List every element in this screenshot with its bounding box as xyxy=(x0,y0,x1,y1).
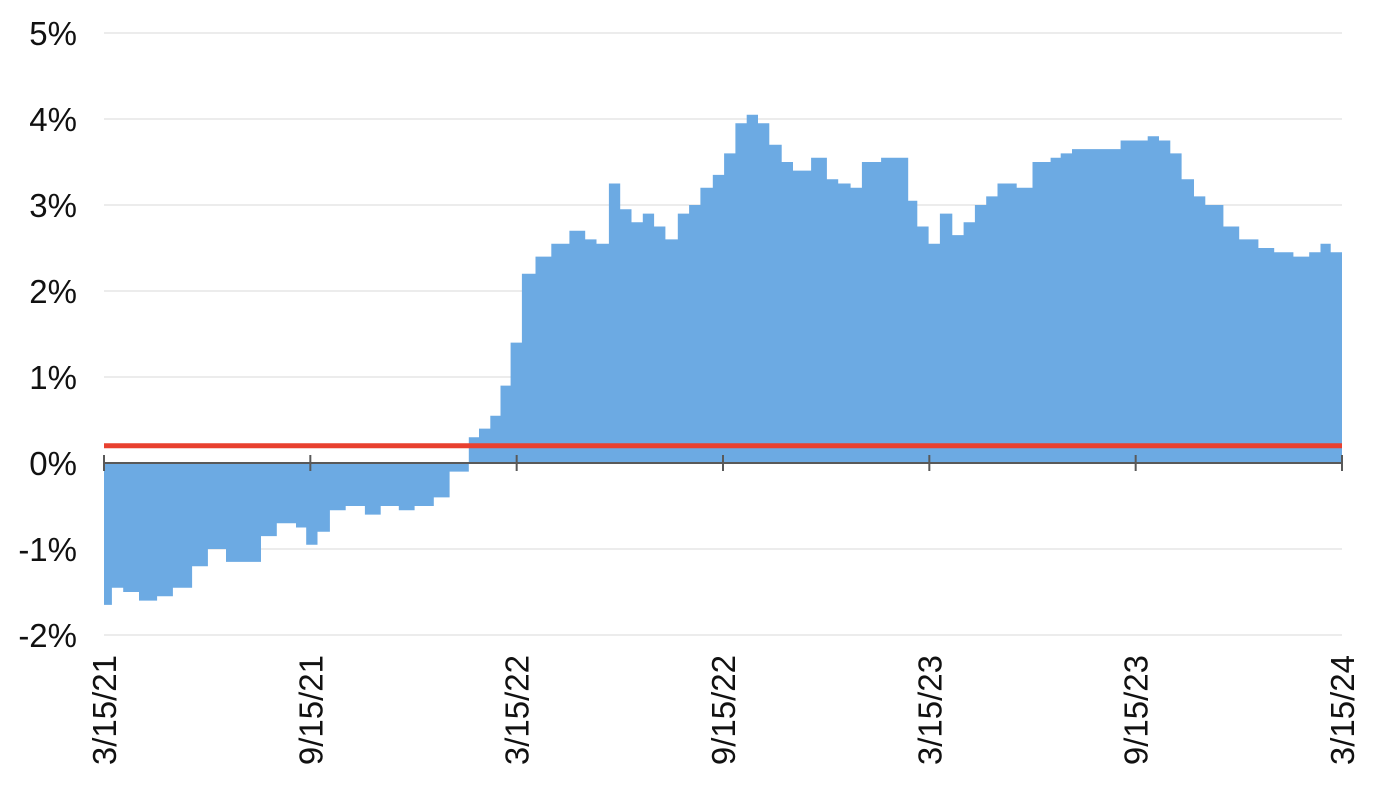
x-tick-label: 9/15/23 xyxy=(1118,655,1155,765)
x-axis-labels: 3/15/21 9/15/21 3/15/22 9/15/22 3/15/23 9/15/… xyxy=(86,655,1361,765)
x-tick-label: 3/15/22 xyxy=(499,655,536,765)
y-tick-label: 2% xyxy=(29,273,77,310)
y-tick-label: 5% xyxy=(29,15,77,52)
series-area xyxy=(104,114,1342,605)
x-axis xyxy=(103,455,1343,471)
y-axis-labels: -2% -1% 0% 1% 2% 3% 4% 5% xyxy=(18,15,77,654)
y-tick-label: -2% xyxy=(18,617,77,654)
x-tick-label: 9/15/21 xyxy=(292,655,329,765)
x-tick-label: 3/15/21 xyxy=(86,655,123,765)
x-tick-label: 3/15/24 xyxy=(1324,655,1361,765)
x-tick-label: 9/15/22 xyxy=(705,655,742,765)
y-tick-label: -1% xyxy=(18,531,77,568)
y-tick-label: 0% xyxy=(29,445,77,482)
x-tick-label: 3/15/23 xyxy=(911,655,948,765)
y-tick-label: 3% xyxy=(29,187,77,224)
y-tick-label: 1% xyxy=(29,359,77,396)
series-area-fill xyxy=(104,114,1342,605)
y-tick-label: 4% xyxy=(29,101,77,138)
